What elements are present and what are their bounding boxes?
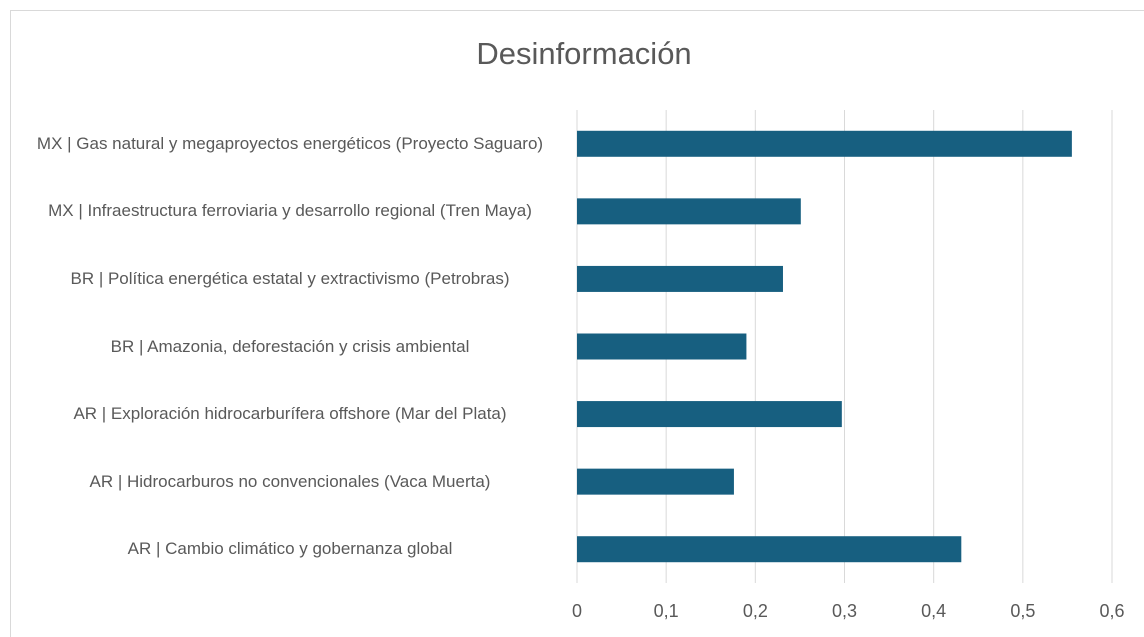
y-tick-label: AR | Cambio climático y gobernanza globa… <box>127 539 453 559</box>
bar <box>577 265 783 292</box>
y-tick-label: BR | Política energética estatal y extra… <box>70 268 510 288</box>
bar <box>577 536 962 563</box>
x-tick-label: 0,6 <box>1099 601 1124 621</box>
bar <box>577 468 734 495</box>
bar <box>577 198 801 225</box>
x-tick-label: 0,1 <box>654 601 679 621</box>
x-tick-label: 0,2 <box>743 601 768 621</box>
bar <box>577 333 747 360</box>
y-tick-label: BR | Amazonia, deforestación y crisis am… <box>110 336 470 356</box>
y-tick-label: MX | Gas natural y megaproyectos energét… <box>36 133 544 153</box>
bar <box>577 401 842 428</box>
chart-title: Desinformación <box>476 36 691 71</box>
x-tick-label: 0,3 <box>832 601 857 621</box>
y-tick-label: MX | Infraestructura ferroviaria y desar… <box>48 201 532 221</box>
y-tick-label: AR | Exploración hidrocarburífera offsho… <box>73 404 507 424</box>
x-tick-label: 0,5 <box>1010 601 1035 621</box>
bar <box>577 130 1072 157</box>
x-tick-label: 0 <box>572 601 582 621</box>
chart-border <box>10 10 1144 637</box>
x-tick-label: 0,4 <box>921 601 946 621</box>
y-tick-label: AR | Hidrocarburos no convencionales (Va… <box>89 471 491 491</box>
